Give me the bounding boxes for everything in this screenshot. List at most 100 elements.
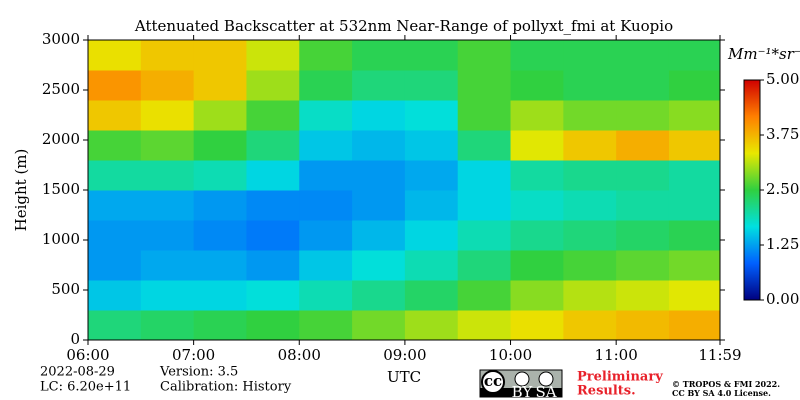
colorbar-tick-label: 1.25: [766, 235, 799, 253]
heatmap-cell: [668, 100, 721, 131]
preliminary: Results.: [577, 384, 636, 399]
y-tick-label: 3000: [42, 30, 80, 48]
x-tick-label: 11:00: [595, 346, 638, 364]
heatmap-cell: [88, 310, 142, 341]
heatmap-cell: [404, 310, 459, 341]
heatmap-cell: [563, 280, 617, 311]
badge-sa: SA: [535, 383, 556, 400]
heatmap-cell: [616, 250, 670, 281]
heatmap-cell: [299, 130, 353, 161]
copyright: © TROPOS & FMI 2022.: [672, 379, 780, 389]
heatmap-cell: [563, 250, 617, 281]
heatmap-cell: [510, 250, 564, 281]
heatmap-cell: [563, 220, 617, 251]
y-tick-label: 500: [51, 280, 80, 298]
heatmap-cell: [563, 310, 617, 341]
heatmap-cell: [246, 100, 300, 131]
heatmap-cell: [88, 130, 142, 161]
heatmap-cell: [193, 160, 247, 191]
heatmap-cell: [246, 160, 300, 191]
heatmap-cell: [616, 190, 670, 221]
y-tick-label: 1000: [42, 230, 80, 248]
date: 2022-08-29: [40, 365, 115, 380]
heatmap-cell: [246, 40, 300, 71]
heatmap-cell: [404, 130, 459, 161]
heatmap-cell: [668, 280, 721, 311]
heatmap-cell: [352, 190, 406, 221]
colorbar-tick-label: 2.50: [766, 180, 799, 198]
heatmap-cell: [246, 310, 300, 341]
heatmap-cell: [246, 190, 300, 221]
heatmap-cell: [352, 100, 406, 131]
heatmap-cell: [193, 100, 247, 131]
y-axis-label: Height (m): [12, 149, 30, 232]
heatmap-cell: [246, 220, 300, 251]
heatmap-cell: [616, 130, 670, 161]
heatmap-cell: [246, 250, 300, 281]
x-tick-label: 08:00: [278, 346, 321, 364]
heatmap-cell: [510, 220, 564, 251]
heatmap-cell: [88, 160, 142, 191]
heatmap-cell: [140, 160, 195, 191]
heatmap-cell: [299, 70, 353, 101]
x-tick-label: 09:00: [383, 346, 426, 364]
colorbar-tick-label: 0.00: [766, 290, 799, 308]
heatmap-cell: [457, 40, 512, 71]
heatmap-cell: [299, 220, 353, 251]
heatmap-cell: [140, 310, 195, 341]
heatmap-cell: [299, 40, 353, 71]
heatmap-cell: [563, 190, 617, 221]
heatmap-cell: [140, 190, 195, 221]
heatmap-cell: [246, 130, 300, 161]
heatmap-cell: [193, 250, 247, 281]
heatmap-cell: [299, 280, 353, 311]
heatmap-cell: [563, 130, 617, 161]
heatmap-cell: [404, 190, 459, 221]
heatmap-cell: [140, 280, 195, 311]
y-tick-label: 1500: [42, 180, 80, 198]
heatmap-cell: [563, 40, 617, 71]
calibration: Calibration: History: [160, 380, 292, 395]
heatmap-cell: [352, 310, 406, 341]
heatmap-cell: [299, 100, 353, 131]
heatmap-cell: [563, 160, 617, 191]
heatmap-cell: [88, 70, 142, 101]
heatmap-cell: [510, 40, 564, 71]
chart-title: Attenuated Backscatter at 532nm Near-Ran…: [134, 17, 673, 35]
heatmap-cell: [510, 280, 564, 311]
colorbar-tick-label: 3.75: [766, 125, 799, 143]
heatmap-cell: [457, 250, 512, 281]
heatmap-cell: [299, 310, 353, 341]
heatmap-cell: [668, 250, 721, 281]
heatmap-cell: [457, 100, 512, 131]
heatmap-cell: [404, 70, 459, 101]
heatmap-cell: [352, 220, 406, 251]
y-tick-label: 2500: [42, 80, 80, 98]
heatmap-cell: [668, 220, 721, 251]
heatmap-cell: [510, 190, 564, 221]
heatmap-cell: [616, 310, 670, 341]
heatmap-cell: [457, 220, 512, 251]
heatmap-cell: [88, 250, 142, 281]
heatmap-cell: [299, 190, 353, 221]
x-tick-label: 07:00: [172, 346, 215, 364]
heatmap-cell: [140, 250, 195, 281]
license: CC BY SA 4.0 License.: [672, 388, 771, 398]
heatmap-cell: [404, 250, 459, 281]
heatmap-cell: [352, 40, 406, 71]
heatmap-cell: [404, 100, 459, 131]
heatmap-cell: [668, 70, 721, 101]
badge-by: BY: [512, 383, 534, 400]
heatmap-cell: [299, 160, 353, 191]
heatmap-cell: [668, 160, 721, 191]
heatmap-cell: [193, 130, 247, 161]
heatmap-cell: [88, 100, 142, 131]
heatmap-cell: [510, 100, 564, 131]
heatmap-cell: [668, 310, 721, 341]
heatmap-cell: [404, 40, 459, 71]
heatmap-cell: [457, 130, 512, 161]
heatmap-cell: [457, 190, 512, 221]
heatmap-cell: [616, 160, 670, 191]
heatmap-cell: [510, 130, 564, 161]
heatmap-cell: [88, 280, 142, 311]
